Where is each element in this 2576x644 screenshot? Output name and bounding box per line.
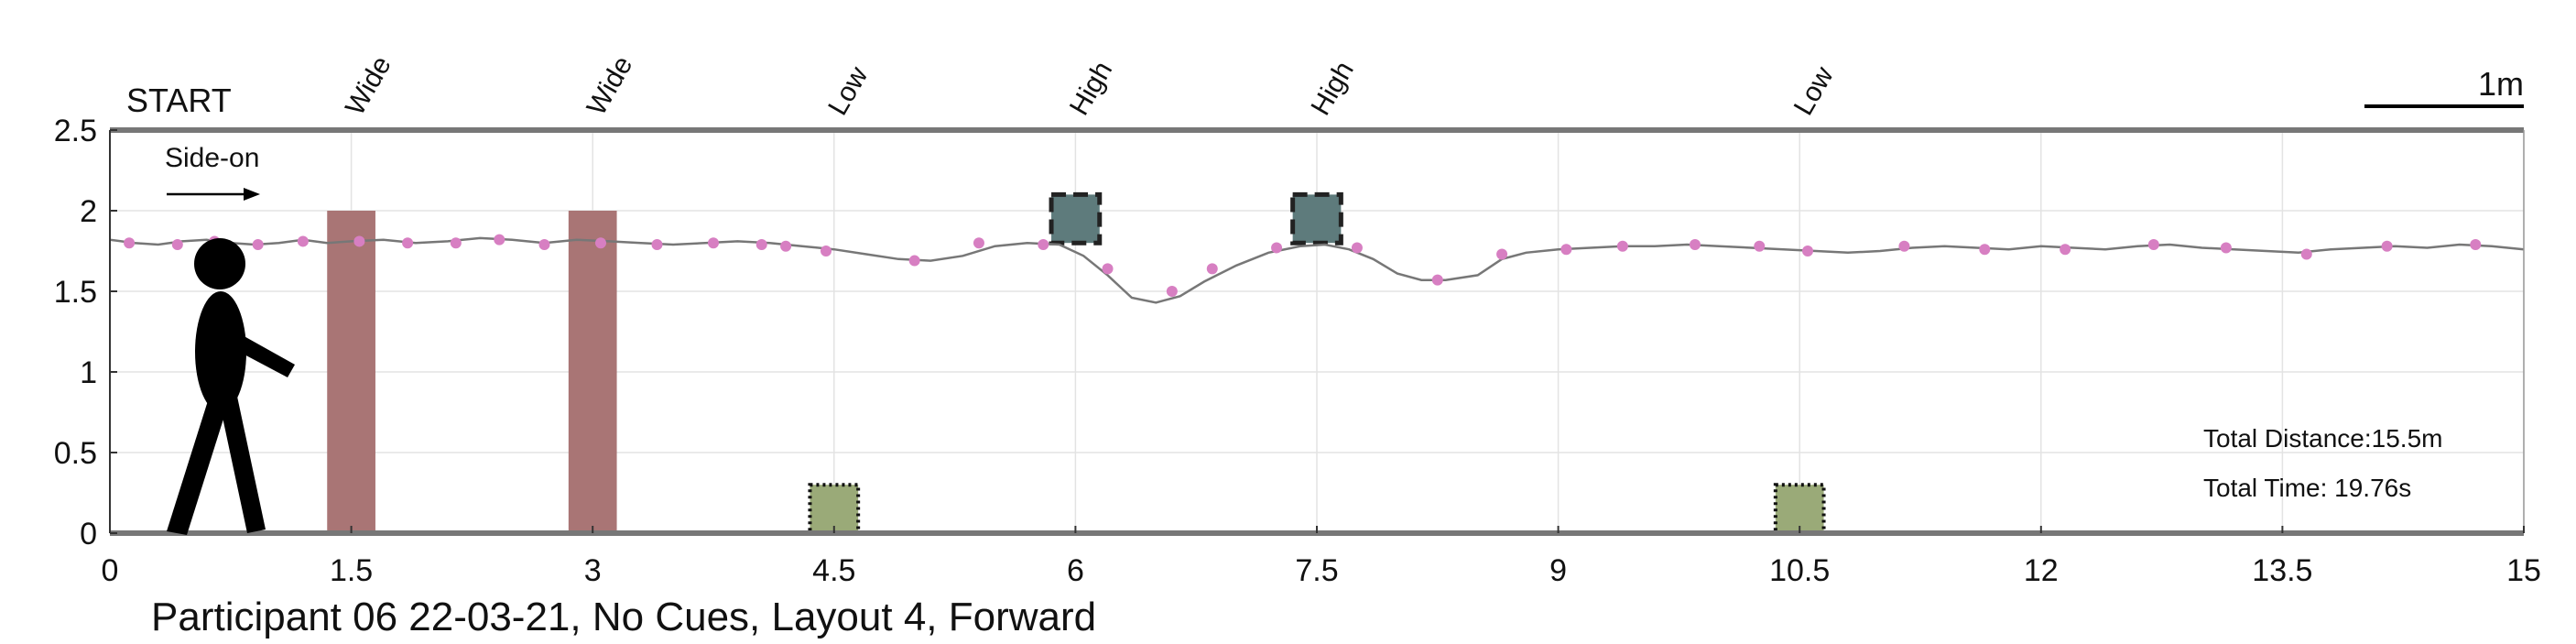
footstep-point: [1496, 248, 1508, 260]
obstacle-low: [1773, 483, 1826, 536]
footsteps: [124, 234, 2482, 297]
footstep-point: [1898, 240, 1910, 252]
footstep-point: [1754, 240, 1766, 252]
y-tick-label: 0.5: [54, 436, 97, 471]
obstacle-wide: [327, 211, 375, 533]
direction-label: Side-on: [165, 143, 259, 173]
x-tick-label: 3: [584, 553, 602, 588]
x-tick-label: 9: [1549, 553, 1567, 588]
footstep-point: [780, 240, 792, 252]
start-label: START: [126, 82, 232, 119]
footstep-point: [2220, 242, 2232, 254]
footstep-point: [1616, 240, 1628, 252]
total-time-label: Total Time: 19.76s: [2203, 474, 2411, 502]
walking-person-icon: [167, 238, 295, 535]
x-tick-label: 10.5: [1769, 553, 1830, 588]
y-tick-label: 1: [80, 355, 97, 390]
footstep-point: [450, 237, 462, 249]
x-tick-label: 0: [102, 553, 119, 588]
obstacle-label: Wide: [582, 51, 639, 121]
obstacle-label: Wide: [340, 51, 397, 121]
footstep-point: [2470, 238, 2482, 250]
grid-lines: [109, 129, 2525, 534]
trajectory: [109, 236, 2525, 304]
x-tick-label: 4.5: [812, 553, 855, 588]
obstacle-low: [808, 483, 861, 536]
obstacle-label: Low: [1788, 61, 1840, 120]
footstep-point: [973, 237, 984, 249]
footstep-point: [1979, 244, 1991, 256]
obstacles: [327, 191, 1826, 536]
scale-label: 1m: [2478, 65, 2524, 103]
footstep-point: [1351, 242, 1363, 254]
footstep-point: [1560, 244, 1572, 256]
x-tick-label: 1.5: [330, 553, 373, 588]
footstep-point: [2300, 248, 2312, 260]
footstep-point: [1038, 238, 1049, 250]
x-tick-label: 15: [2506, 553, 2541, 588]
footstep-point: [2381, 240, 2393, 252]
footstep-point: [651, 238, 663, 250]
footstep-point: [2147, 238, 2159, 250]
obstacle-high: [1290, 191, 1343, 246]
x-tick-label: 12: [2024, 553, 2059, 588]
y-tick-label: 2: [80, 194, 97, 229]
axes: 0 1.5 3 4.5 6 7.5 9 10.5 12 13.5 15 0 0.5 1 1.5 2 2.5: [54, 114, 2541, 588]
footstep-point: [402, 237, 414, 249]
x-tick-label: 6: [1067, 553, 1084, 588]
chart-caption: Participant 06 22-03-21, No Cues, Layout…: [151, 595, 1096, 639]
footstep-point: [2060, 244, 2071, 256]
footstep-point: [1102, 263, 1114, 275]
obstacle-labels: Wide Wide Low High High Low: [340, 51, 1840, 121]
footstep-point: [1271, 242, 1283, 254]
obstacle-wide: [568, 211, 617, 533]
footstep-point: [908, 255, 920, 267]
total-distance-label: Total Distance:15.5m: [2203, 424, 2442, 453]
footstep-point: [1801, 246, 1813, 257]
obstacle-label: Low: [822, 61, 874, 120]
footstep-point: [1689, 238, 1701, 250]
obstacle-label: High: [1064, 57, 1118, 121]
footstep-point: [494, 234, 505, 246]
x-tick-label: 7.5: [1295, 553, 1338, 588]
footstep-point: [1166, 286, 1178, 297]
footstep-point: [708, 237, 719, 249]
footstep-point: [297, 235, 309, 247]
y-tick-label: 2.5: [54, 114, 97, 148]
y-tick-label: 0: [80, 517, 97, 551]
footstep-point: [821, 246, 832, 257]
x-tick-label: 13.5: [2252, 553, 2312, 588]
obstacle-label: High: [1305, 57, 1359, 121]
y-tick-label: 1.5: [54, 275, 97, 310]
footstep-point: [594, 237, 606, 249]
obstacle-high: [1049, 191, 1103, 246]
footstep-point: [1206, 263, 1218, 275]
footstep-point: [124, 237, 136, 249]
footstep-point: [755, 238, 767, 250]
footstep-point: [538, 238, 550, 250]
footstep-point: [1431, 274, 1443, 286]
footstep-point: [171, 238, 183, 250]
direction-arrow-icon: [167, 188, 260, 201]
footstep-point: [353, 235, 365, 247]
trajectory-line: [109, 236, 2525, 304]
footstep-point: [252, 238, 264, 250]
